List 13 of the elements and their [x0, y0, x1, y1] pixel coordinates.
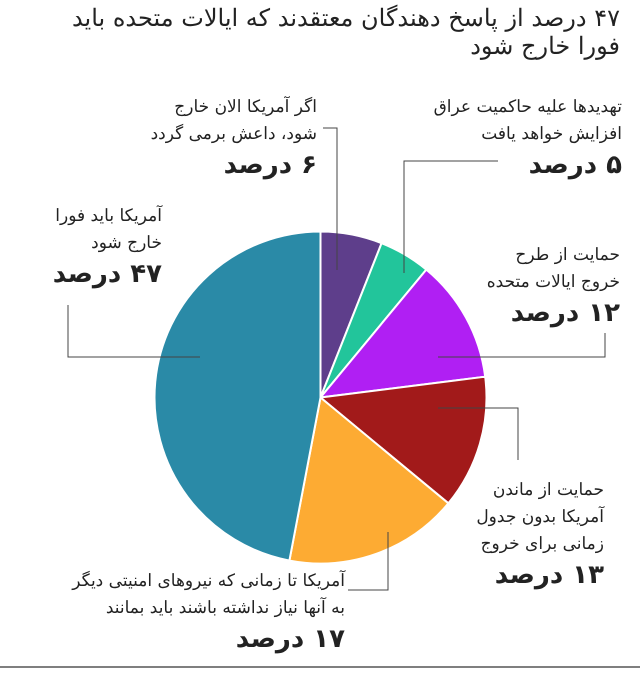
data-label: ۱۳ درصد [494, 559, 604, 592]
slice-label: آمریکا تا زمانی که نیروهای امنیتی دیگر به آنها نیاز نداشته باشند باید بمانند [70, 569, 345, 620]
chart-title: ۴۷ درصد از پاسخ دهندگان معتقدند که ایالات متحده باید فورا خارج شود [70, 4, 620, 60]
data-label: ۶ درصد [222, 149, 317, 182]
data-label: ۱۲ درصد [510, 297, 620, 330]
slice-label: تهدیدها علیه حاکمیت عراق افزایش خواهد یافت [432, 96, 622, 146]
slice-label: حمایت از طرح خروج ایالات متحده [486, 244, 620, 294]
slice-label: آمریکا باید فورا خارج شود [54, 204, 162, 255]
data-label: ۵ درصد [528, 149, 622, 182]
data-label: ۴۷ درصد [52, 258, 162, 291]
data-label: ۱۷ درصد [234, 623, 345, 656]
slice-label: حمایت از ماندن آمریکا بدون جدول زمانی برای خروج [475, 479, 604, 556]
slice-label: اگر آمریکا الان خارج شود، داعش برمی گردد [150, 95, 317, 146]
